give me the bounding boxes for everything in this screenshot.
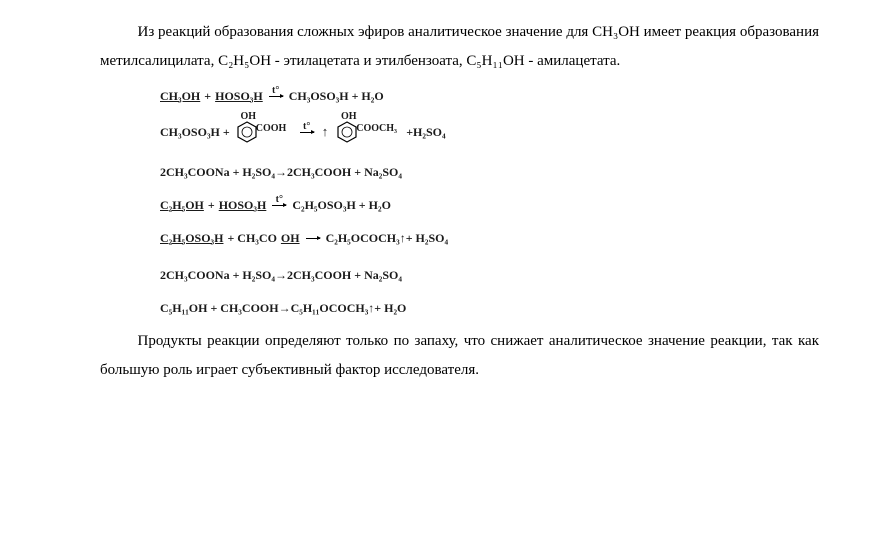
conclusion-paragraph: Продукты реакции определяют только по за… [100, 327, 819, 384]
eq4-lhs2: HOSO₃H [219, 198, 267, 213]
equation-6: 2CH₃COONa + H₂SO₄→2CH₃COOH + Na₂SO₄ [160, 262, 819, 288]
para1-text: Из реакций образования сложных эфиров ан… [100, 24, 819, 69]
arrow-icon: t° [300, 132, 314, 133]
eq2-arrow-label: t° [303, 121, 310, 132]
eq4-rhs: C₂H₅OSO₃H + H₂O [292, 198, 391, 213]
eq1-lhs1: CH₃OH [160, 89, 200, 104]
eq1-lhs2: HOSO₃H [215, 89, 263, 104]
eq6-text: 2CH₃COONa + H₂SO₄→2CH₃COOH + Na₂SO₄ [160, 268, 402, 283]
equation-2: CH₃OSO₃H + OH COOH t° ↑ OH [160, 116, 819, 148]
eq2-rhs: +H₂SO₄ [406, 125, 445, 140]
eq3-text: 2CH₃COONa + H₂SO₄→2CH₃COOH + Na₂SO₄ [160, 165, 402, 180]
eq4-lhs1: C₂H₅OH [160, 198, 204, 213]
arrow-icon: t° [272, 205, 286, 206]
benzene-ring-1: OH COOH [236, 120, 258, 144]
equation-1: CH₃OH + HOSO₃H t° CH₃OSO₃H + H₂O [160, 83, 819, 109]
eq5-lhs1: C₂H₅OSO₃H [160, 231, 223, 246]
equation-7: C₅H₁₁OH + CH₃COOH→C₅H₁₁OCOCH₃↑+ H₂O [160, 295, 819, 321]
eq5-lhs2: OH [281, 231, 300, 246]
gas-arrow-icon: ↑ [322, 124, 329, 140]
eq5-plus1: + CH₃CO [227, 231, 276, 246]
benzene-icon [236, 120, 258, 144]
benzene-icon [336, 120, 358, 144]
arrow-icon [306, 238, 320, 239]
equation-4: C₂H₅OH + HOSO₃H t° C₂H₅OSO₃H + H₂O [160, 192, 819, 218]
eq1-plus1: + [204, 89, 211, 104]
intro-paragraph: Из реакций образования сложных эфиров ан… [100, 18, 819, 75]
arrow-icon: t° [269, 96, 283, 97]
eq2-lhs: CH₃OSO₃H + [160, 125, 230, 140]
eq4-arrow-label: t° [276, 194, 283, 205]
eq1-rhs: CH₃OSO₃H + H₂O [289, 89, 384, 104]
equation-3: 2CH₃COONa + H₂SO₄→2CH₃COOH + Na₂SO₄ [160, 159, 819, 185]
eq2-b1-right: COOH [256, 123, 287, 134]
eq7-text: C₅H₁₁OH + CH₃COOH→C₅H₁₁OCOCH₃↑+ H₂O [160, 301, 406, 316]
equations-block: CH₃OH + HOSO₃H t° CH₃OSO₃H + H₂O CH₃OSO₃… [160, 83, 819, 321]
eq1-arrow-label: t° [272, 85, 279, 96]
eq2-b2-right: COOCH₃ [356, 123, 397, 134]
eq4-plus1: + [208, 198, 215, 213]
benzene-ring-2: OH COOCH₃ [336, 120, 358, 144]
eq5-rhs: C₂H₅OCOCH₃↑+ H₂SO₄ [326, 231, 449, 246]
equation-5: C₂H₅OSO₃H + CH₃CO OH C₂H₅OCOCH₃↑+ H₂SO₄ [160, 225, 819, 251]
